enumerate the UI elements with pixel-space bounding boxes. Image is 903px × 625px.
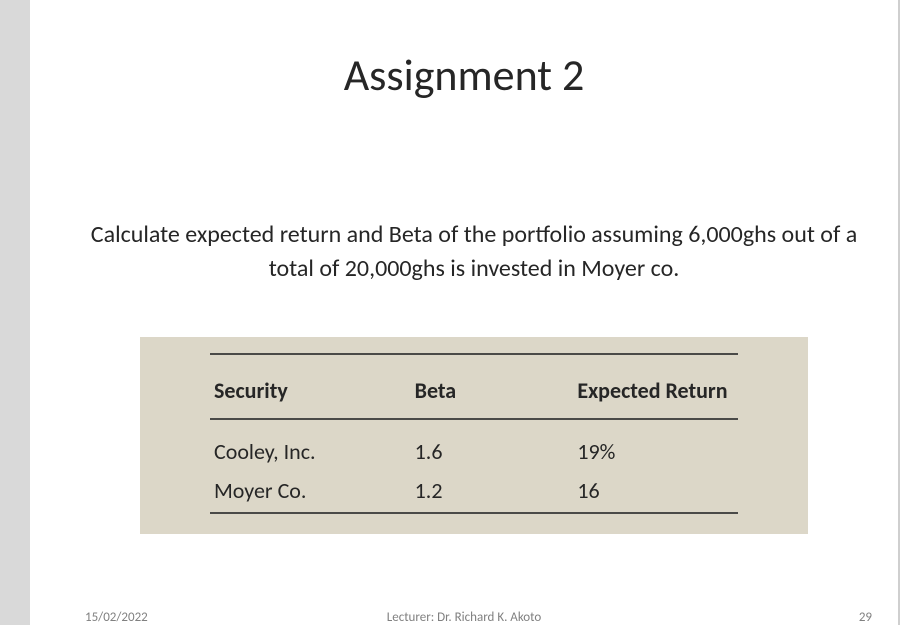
viewport: Assignment 2 Calculate expected return a… xyxy=(0,0,903,625)
col-header-beta: Beta xyxy=(411,359,538,419)
securities-table-inner: Security Beta Expected Return Cooley, In… xyxy=(140,353,808,534)
table-top-rule xyxy=(210,353,738,355)
footer-lecturer: Lecturer: Dr. Richard K. Akoto xyxy=(30,610,898,625)
left-gutter xyxy=(0,0,30,625)
cell-security: Cooley, Inc. xyxy=(210,419,411,467)
table-row: Moyer Co. 1.2 16 xyxy=(210,467,738,506)
cell-return: 19% xyxy=(537,419,738,467)
table-row: Cooley, Inc. 1.6 19% xyxy=(210,419,738,467)
slide-title: Assignment 2 xyxy=(30,48,898,102)
securities-table-container: Security Beta Expected Return Cooley, In… xyxy=(140,337,808,534)
table-header-row: Security Beta Expected Return xyxy=(210,359,738,419)
slide-body: Calculate expected return and Beta of th… xyxy=(90,218,858,285)
securities-table: Security Beta Expected Return Cooley, In… xyxy=(210,359,738,506)
col-header-return: Expected Return xyxy=(537,359,738,419)
slide: Assignment 2 Calculate expected return a… xyxy=(30,0,900,625)
cell-security: Moyer Co. xyxy=(210,467,411,506)
col-header-security: Security xyxy=(210,359,411,419)
cell-beta: 1.2 xyxy=(411,467,538,506)
cell-beta: 1.6 xyxy=(411,419,538,467)
table-bottom-rule xyxy=(210,512,738,514)
footer-page-number: 29 xyxy=(859,610,872,625)
cell-return: 16 xyxy=(537,467,738,506)
